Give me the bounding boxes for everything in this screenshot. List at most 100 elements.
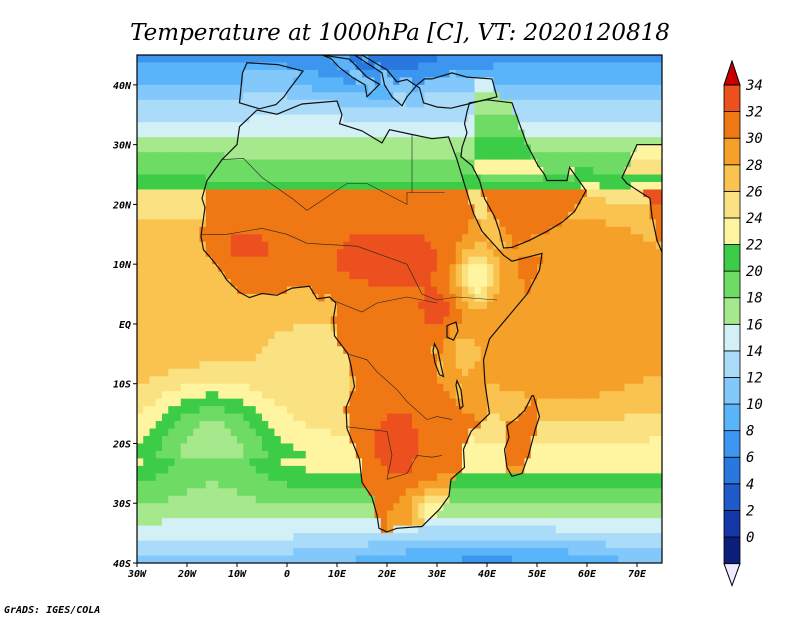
temperature-cell — [143, 450, 150, 459]
temperature-cell — [362, 182, 369, 190]
temperature-cell — [205, 137, 213, 146]
temperature-cell — [412, 62, 419, 71]
temperature-cell — [487, 174, 494, 183]
temperature-cell — [318, 316, 325, 325]
temperature-cell — [355, 428, 363, 437]
temperature-cell — [337, 129, 344, 138]
temperature-cell — [555, 137, 563, 146]
temperature-cell — [193, 167, 200, 175]
temperature-cell — [412, 331, 419, 340]
temperature-cell — [424, 114, 432, 123]
temperature-cell — [468, 346, 475, 355]
temperature-cell — [318, 376, 325, 385]
temperature-cell — [180, 77, 188, 86]
temperature-cell — [312, 92, 319, 101]
temperature-cell — [455, 219, 463, 228]
temperature-cell — [649, 114, 657, 123]
temperature-cell — [262, 338, 269, 347]
temperature-cell — [187, 413, 194, 422]
temperature-cell — [437, 286, 444, 295]
temperature-cell — [399, 264, 407, 273]
temperature-cell — [518, 241, 525, 250]
temperature-cell — [355, 301, 363, 310]
temperature-cell — [205, 84, 213, 93]
temperature-cell — [262, 62, 269, 71]
temperature-cell — [393, 152, 400, 160]
temperature-cell — [449, 301, 457, 310]
temperature-cell — [374, 331, 382, 340]
temperature-cell — [505, 226, 513, 235]
temperature-cell — [187, 271, 194, 280]
temperature-cell — [224, 286, 232, 295]
temperature-cell — [293, 249, 300, 258]
temperature-cell — [630, 234, 638, 243]
temperature-cell — [193, 316, 200, 325]
temperature-cell — [487, 383, 494, 392]
temperature-cell — [224, 376, 232, 385]
temperature-cell — [374, 443, 382, 452]
temperature-cell — [474, 286, 482, 295]
temperature-cell — [599, 480, 607, 489]
temperature-cell — [374, 219, 382, 228]
temperature-cell — [162, 62, 169, 71]
temperature-cell — [349, 92, 357, 101]
temperature-cell — [568, 279, 575, 287]
temperature-cell — [405, 137, 413, 146]
temperature-cell — [655, 69, 662, 78]
temperature-cell — [655, 211, 662, 220]
temperature-cell — [437, 137, 444, 146]
temperature-cell — [387, 353, 394, 362]
temperature-cell — [299, 383, 307, 392]
temperature-cell — [449, 241, 457, 250]
temperature-cell — [205, 383, 213, 392]
temperature-cell — [305, 436, 313, 444]
temperature-cell — [599, 152, 607, 160]
temperature-cell — [149, 443, 157, 452]
temperature-cell — [174, 473, 182, 482]
temperature-cell — [512, 152, 519, 160]
temperature-cell — [418, 174, 425, 183]
temperature-cell — [405, 219, 413, 228]
temperature-cell — [630, 488, 638, 497]
temperature-cell — [580, 421, 588, 429]
temperature-cell — [155, 55, 163, 63]
temperature-cell — [612, 361, 619, 370]
temperature-cell — [655, 256, 662, 265]
temperature-cell — [299, 189, 307, 198]
temperature-cell — [318, 465, 325, 474]
temperature-cell — [524, 406, 532, 414]
temperature-cell — [243, 174, 250, 183]
temperature-cell — [412, 92, 419, 101]
temperature-cell — [618, 301, 625, 310]
temperature-cell — [455, 421, 463, 429]
temperature-cell — [318, 353, 325, 362]
temperature-cell — [493, 204, 500, 213]
temperature-cell — [618, 406, 625, 414]
temperature-cell — [243, 204, 250, 213]
temperature-cell — [643, 368, 650, 377]
temperature-cell — [493, 294, 500, 302]
temperature-cell — [255, 450, 263, 459]
temperature-cell — [212, 159, 219, 168]
temperature-cell — [424, 368, 432, 377]
temperature-cell — [299, 137, 307, 146]
temperature-cell — [330, 436, 338, 444]
temperature-cell — [593, 331, 600, 340]
temperature-cell — [268, 443, 275, 452]
temperature-cell — [480, 488, 488, 497]
temperature-cell — [162, 465, 169, 474]
temperature-cell — [443, 55, 450, 63]
temperature-cell — [280, 144, 288, 153]
temperature-cell — [587, 159, 594, 168]
temperature-cell — [255, 114, 263, 123]
temperature-cell — [324, 234, 332, 243]
temperature-cell — [268, 316, 275, 325]
temperature-cell — [549, 129, 557, 138]
temperature-cell — [399, 144, 407, 153]
temperature-cell — [455, 69, 463, 78]
temperature-cell — [143, 264, 150, 273]
temperature-cell — [518, 152, 525, 160]
temperature-cell — [174, 413, 182, 422]
temperature-cell — [405, 383, 413, 392]
temperature-cell — [562, 338, 569, 347]
